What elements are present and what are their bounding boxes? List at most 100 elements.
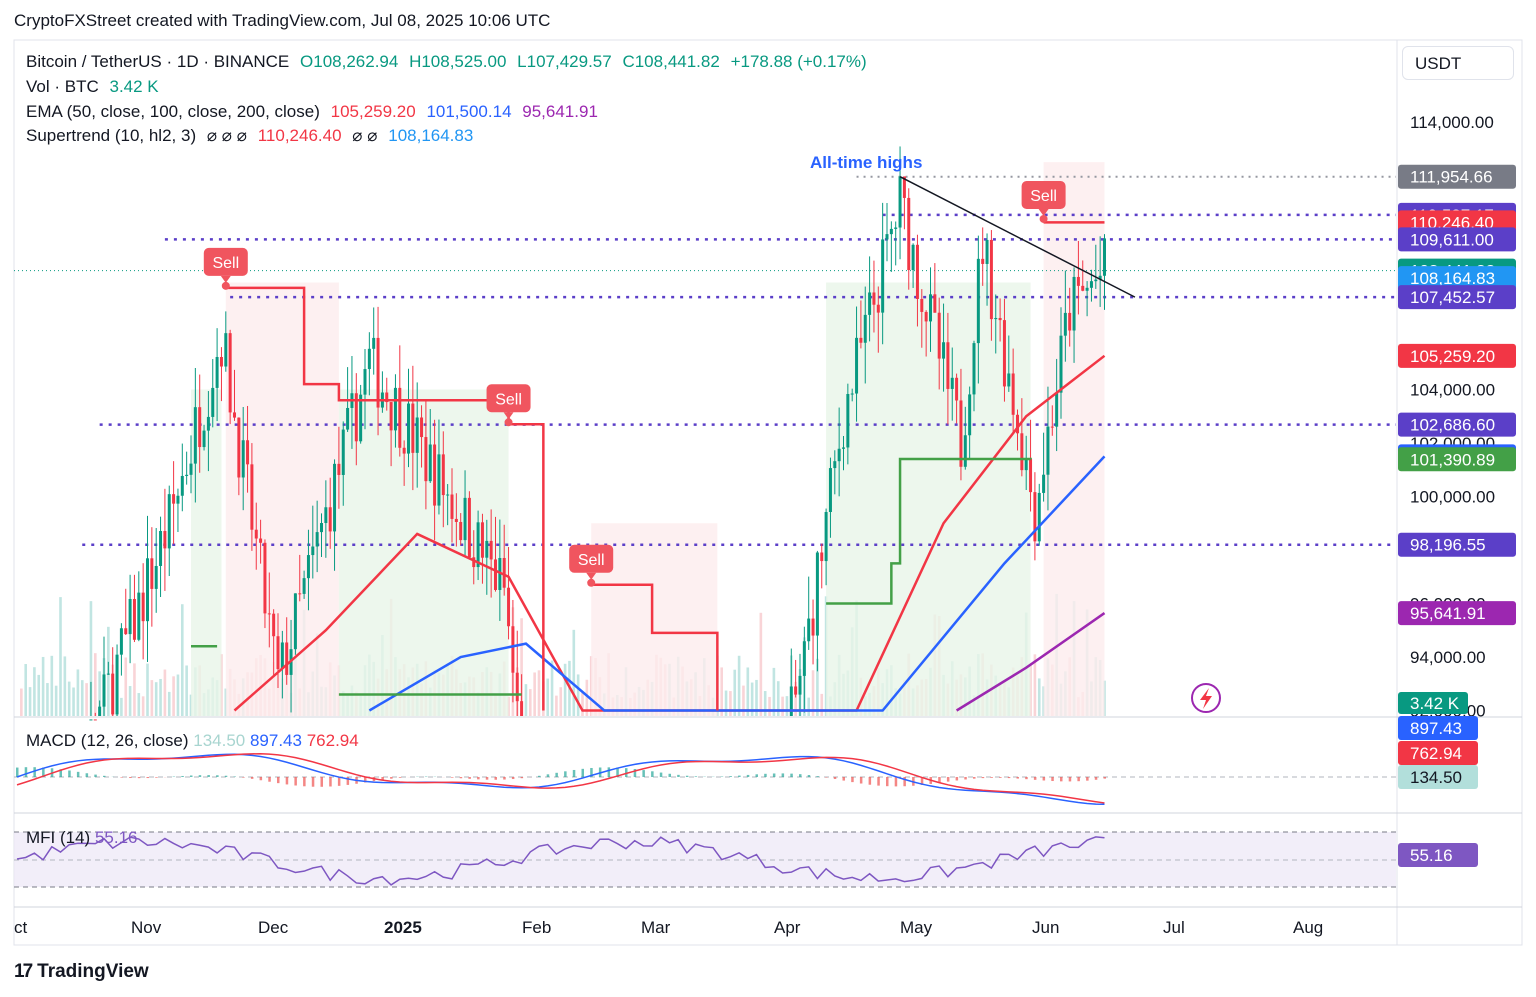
pane-value-badge [1398,843,1478,867]
macd-histogram-bar [616,767,619,777]
volume-bar [555,695,558,716]
macd-histogram-bar [346,777,350,785]
price-label-badge [1398,164,1516,189]
macd-histogram-bar [877,777,880,786]
candle-body [1037,492,1041,542]
candle-body [1007,373,1011,387]
macd-label: MACD (12, 26, close) [26,731,189,750]
macd-histogram-bar [381,777,384,780]
supertrend-down-value: 108,164.83 [388,126,474,145]
candle-body [459,521,463,541]
volume-bar [146,663,149,716]
candle-body [833,461,837,469]
candle-body [285,642,289,675]
currency-selector[interactable]: USDT [1402,46,1514,80]
macd-histogram-bar [103,775,106,777]
macd-histogram-bar [581,768,584,777]
candle-body [1059,335,1063,393]
candle-body [246,440,250,465]
sell-signal-pointer [220,275,231,283]
lightning-icon[interactable] [1191,683,1221,713]
mfi-value: 55.16 [94,828,138,847]
macd-histogram-bar [538,775,541,777]
candle-body [180,475,184,496]
candle-body [306,555,310,579]
price-label-text: 102,686.60 [1410,416,1495,435]
price-label-text: 108,164.83 [1410,269,1495,288]
macd-histogram-bar [738,775,741,777]
candle-body [507,587,511,627]
macd-legend[interactable]: MACD (12, 26, close) 134.50 897.43 762.9… [26,731,359,751]
high-value: H108,525.00 [409,52,507,71]
candle-body [128,598,132,635]
macd-histogram-bar [451,777,454,778]
candle-body [115,654,119,715]
candle-body [137,592,141,640]
price-label-badge [1398,447,1516,472]
macd-histogram-bar [668,773,671,777]
macd-histogram-bar [1007,777,1011,779]
price-label-badge [1398,532,1516,557]
sell-signal-badge [569,544,614,573]
price-label-text: 98,196.55 [1410,536,1486,555]
macd-histogram-bar [520,777,524,779]
candle-body [363,369,367,395]
time-tick-label: ct [14,918,28,937]
macd-histogram-bar [772,773,776,777]
candle-body [185,474,189,476]
macd-histogram-bar [76,771,80,777]
macd-histogram-bar [990,777,993,778]
volume-legend[interactable]: Vol · BTC 3.42 K [26,77,165,97]
volume-bar [807,697,810,716]
macd-histogram-bar [329,777,332,787]
macd-histogram-bar [155,777,158,778]
ema-label: EMA (50, close, 100, close, 200, close) [26,102,320,121]
volume-bar [550,660,554,716]
macd-histogram-bar [607,767,611,777]
macd-histogram-bar [816,776,819,777]
candle-body [154,565,158,589]
candle-body [476,522,480,568]
candle-body [824,511,828,562]
macd-histogram-bar [1016,777,1019,779]
price-label-badge [1398,227,1516,252]
candle-body [441,454,445,496]
ema-legend[interactable]: EMA (50, close, 100, close, 200, close) … [26,102,604,122]
volume-bar [763,691,767,716]
price-label-badge [1398,266,1516,291]
macd-hist-value: 134.50 [193,731,246,750]
tradingview-logo[interactable]: 17 TradingView [14,961,149,983]
macd-histogram-bar [146,777,149,779]
candle-body [333,463,337,532]
macd-histogram-bar [181,775,184,777]
macd-histogram-bar [190,775,193,777]
candle-body [467,497,471,558]
macd-histogram-bar [781,773,785,777]
mfi-pane [14,831,1396,888]
candle-body [1094,279,1098,282]
volume-bar [768,696,771,716]
volume-label-text: 3.42 K [1410,694,1460,713]
symbol-title[interactable]: Bitcoin / TetherUS · 1D · BINANCE [26,52,290,71]
price-label-badge [1398,285,1516,310]
volume-bar [28,687,32,716]
low-value: L107,429.57 [517,52,612,71]
candle-body [876,304,880,313]
candle-body [1042,474,1046,493]
volume-bar [94,653,97,716]
candle-body [302,578,306,594]
mfi-legend[interactable]: MFI (14) 55.16 [26,828,138,848]
volume-bar [67,681,71,716]
candle-body [228,333,232,413]
price-label-text: 109,611.00 [1410,230,1494,249]
candle-body [93,719,97,721]
supertrend-legend[interactable]: Supertrend (10, hl2, 3) ⌀ ⌀ ⌀ 110,246.40… [26,126,479,146]
candle-body [985,239,989,264]
volume-bar [80,680,84,716]
volume-bar [37,674,41,716]
volume-bar [172,676,175,716]
supertrend-fill [826,282,1031,716]
macd-histogram-bar [842,777,845,781]
price-label-badge [1398,601,1516,626]
